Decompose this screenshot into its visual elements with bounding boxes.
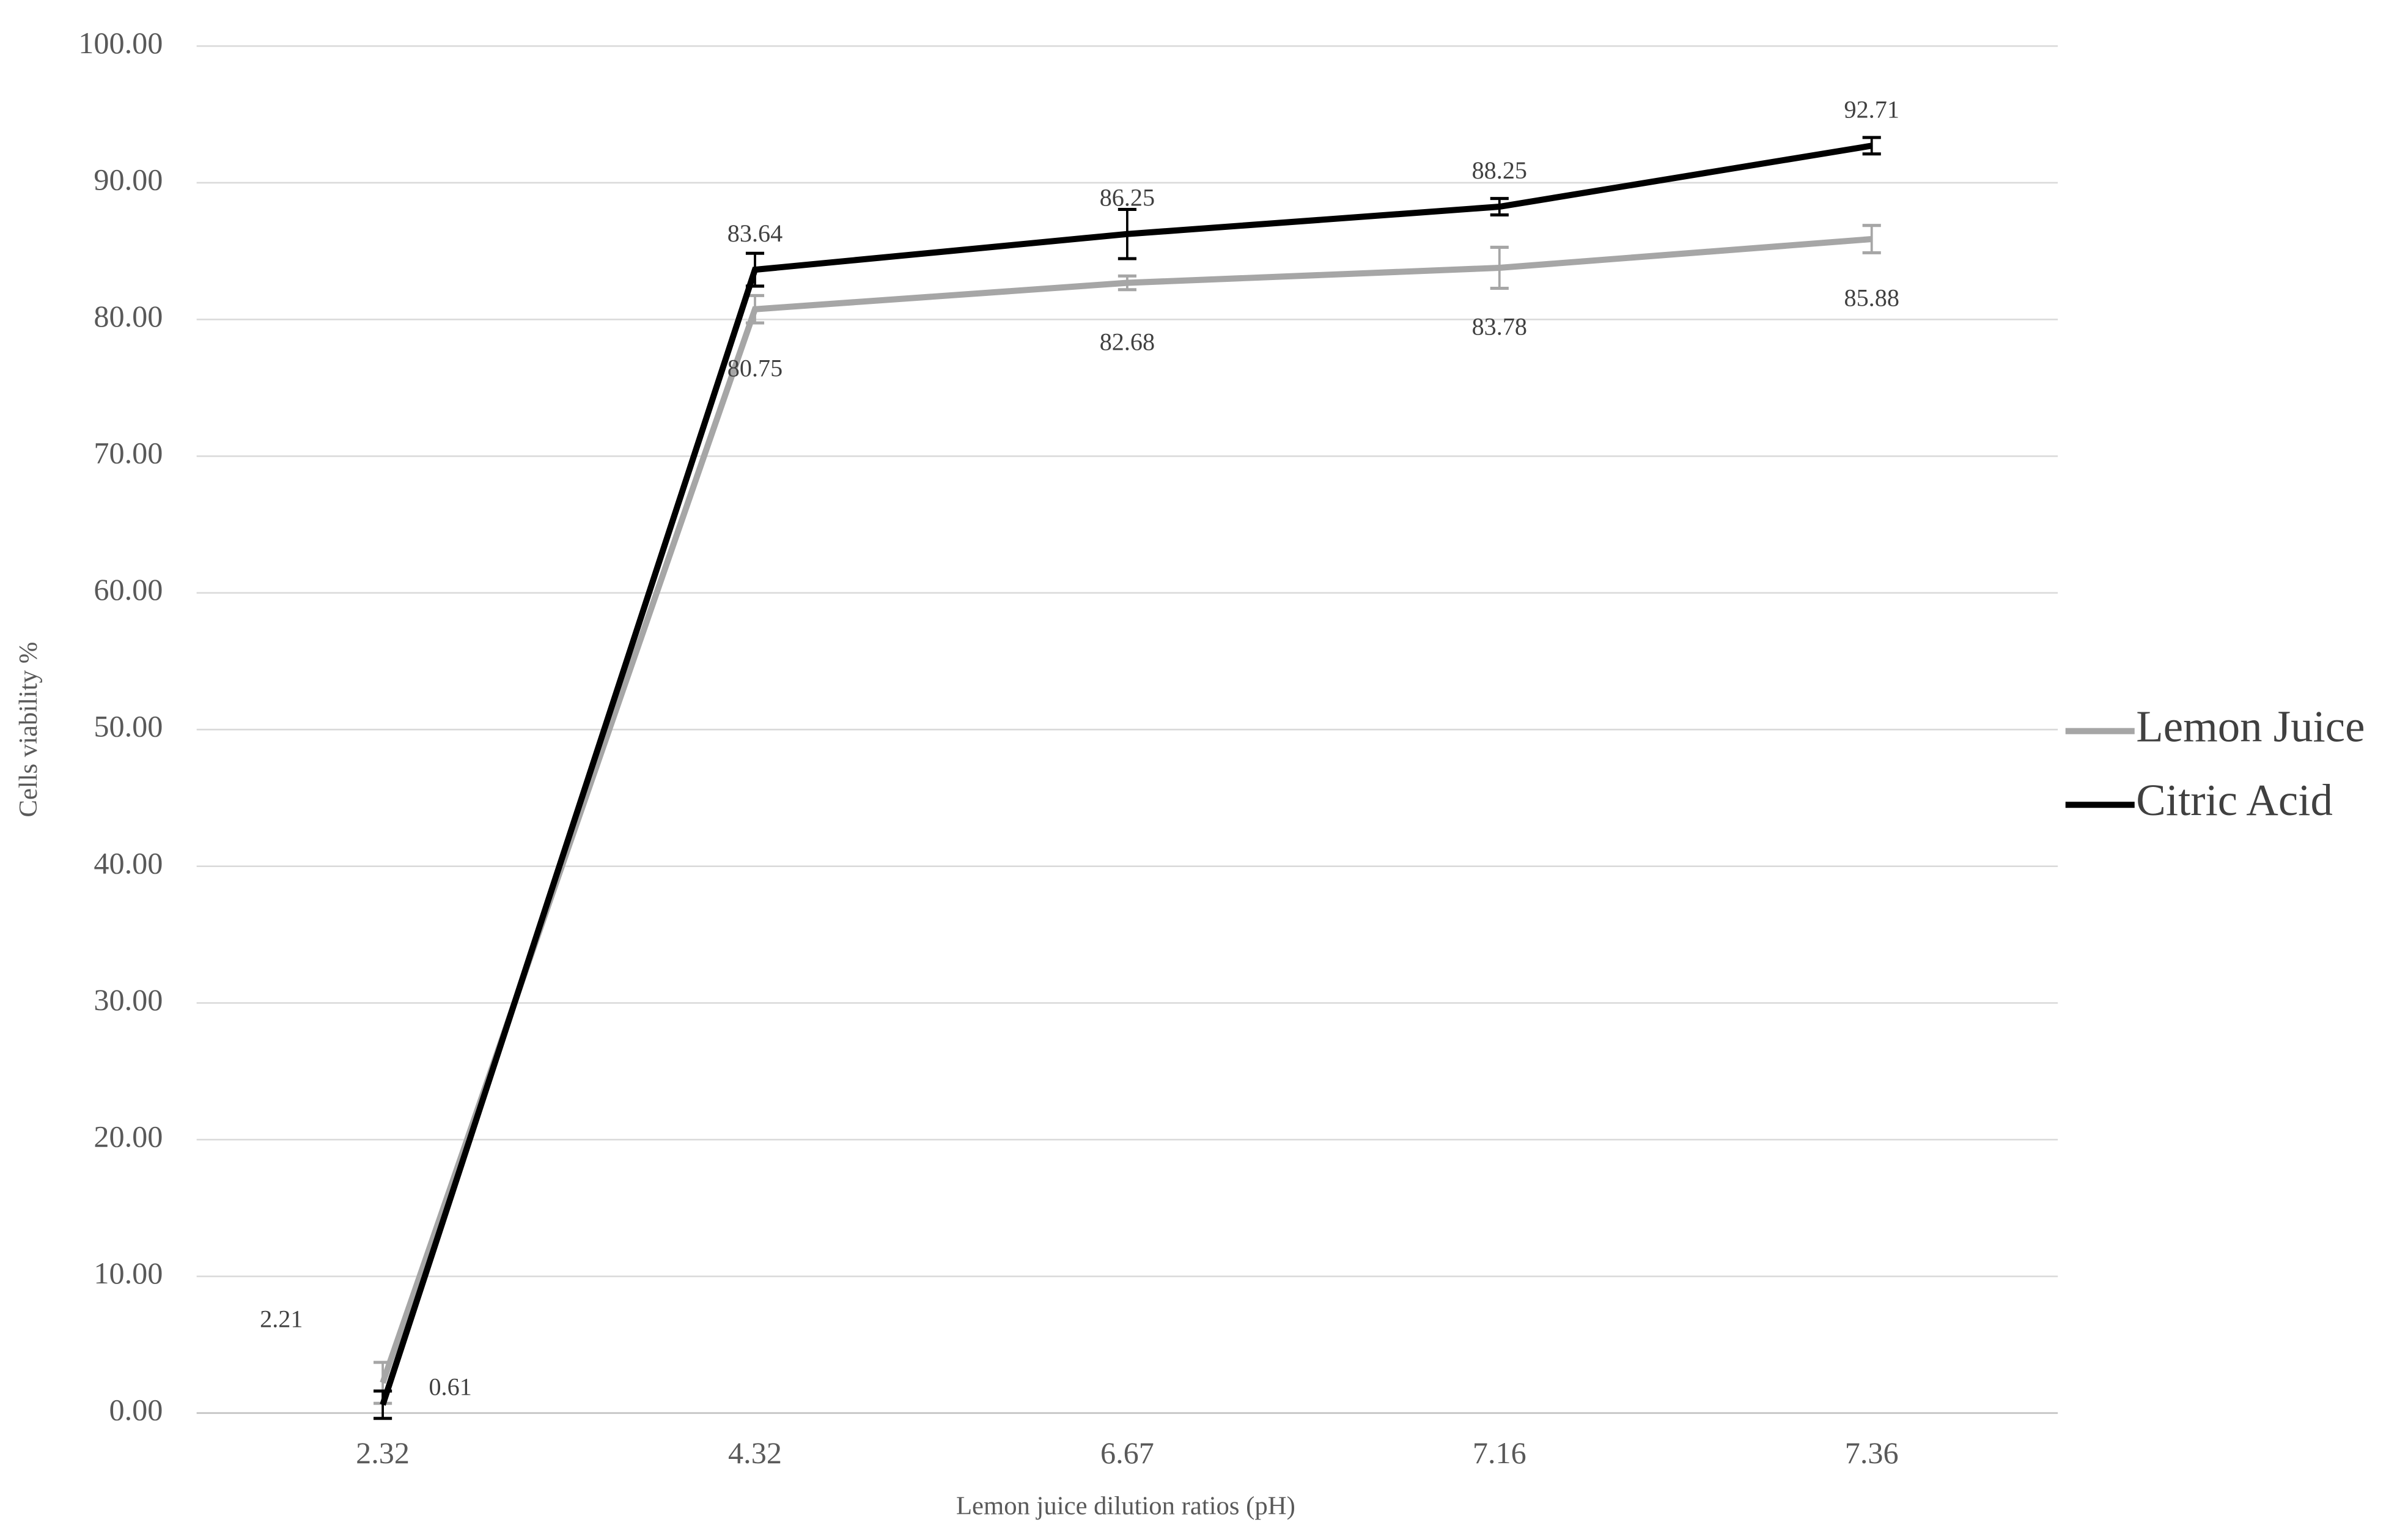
x-tick-label: 7.16 (1473, 1436, 1526, 1470)
data-label: 86.25 (1100, 184, 1155, 212)
y-tick-label: 10.00 (94, 1256, 163, 1290)
data-label: 0.61 (429, 1373, 471, 1400)
data-label: 85.88 (1844, 284, 1899, 312)
y-axis-title: Cells viability % (14, 642, 43, 817)
y-tick-label: 0.00 (109, 1393, 163, 1427)
data-label: 83.78 (1472, 313, 1527, 341)
data-label: 80.75 (727, 354, 782, 382)
y-tick-label: 20.00 (94, 1119, 163, 1153)
data-label: 82.68 (1100, 328, 1155, 355)
y-tick-label: 70.00 (94, 436, 163, 470)
legend-label: Citric Acid (2136, 775, 2333, 825)
data-label: 83.64 (727, 220, 782, 247)
x-tick-label: 2.32 (356, 1436, 410, 1470)
x-tick-label: 6.67 (1100, 1436, 1154, 1470)
y-tick-label: 90.00 (94, 162, 163, 196)
data-label: 92.71 (1844, 95, 1899, 123)
data-label: 2.21 (260, 1305, 303, 1332)
data-label: 88.25 (1472, 157, 1527, 184)
legend-label: Lemon Juice (2136, 701, 2365, 751)
x-axis-title: Lemon juice dilution ratios (pH) (956, 1492, 1295, 1521)
y-tick-label: 50.00 (94, 709, 163, 744)
x-tick-label: 4.32 (728, 1436, 782, 1470)
y-tick-label: 60.00 (94, 572, 163, 607)
series-line (380, 236, 1872, 1384)
y-tick-label: 30.00 (94, 983, 163, 1017)
y-tick-label: 100.00 (78, 26, 163, 60)
y-tick-label: 80.00 (94, 299, 163, 333)
x-tick-label: 7.36 (1845, 1436, 1899, 1470)
y-tick-label: 40.00 (94, 846, 163, 880)
